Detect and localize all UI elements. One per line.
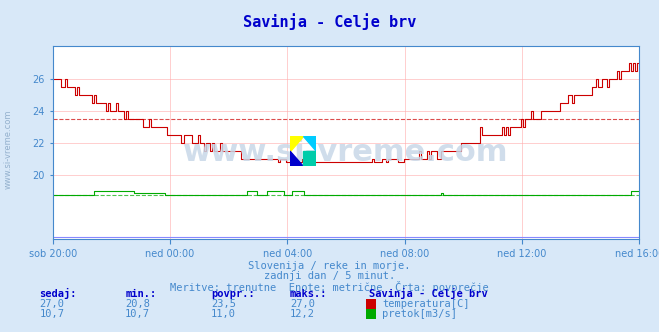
Text: Slovenija / reke in morje.: Slovenija / reke in morje.: [248, 261, 411, 271]
Text: 10,7: 10,7: [40, 309, 65, 319]
Text: zadnji dan / 5 minut.: zadnji dan / 5 minut.: [264, 271, 395, 281]
Text: Savinja - Celje brv: Savinja - Celje brv: [369, 288, 488, 299]
Text: www.si-vreme.com: www.si-vreme.com: [3, 110, 13, 189]
Text: www.si-vreme.com: www.si-vreme.com: [183, 138, 509, 167]
Text: Meritve: trenutne  Enote: metrične  Črta: povprečje: Meritve: trenutne Enote: metrične Črta: …: [170, 281, 489, 292]
Polygon shape: [290, 136, 303, 151]
Text: povpr.:: povpr.:: [211, 289, 254, 299]
Text: 11,0: 11,0: [211, 309, 236, 319]
Text: 27,0: 27,0: [40, 299, 65, 309]
Text: temperatura[C]: temperatura[C]: [382, 299, 470, 309]
Text: 12,2: 12,2: [290, 309, 315, 319]
Text: 27,0: 27,0: [290, 299, 315, 309]
Text: pretok[m3/s]: pretok[m3/s]: [382, 309, 457, 319]
Polygon shape: [303, 151, 316, 166]
Polygon shape: [290, 151, 303, 166]
Text: sedaj:: sedaj:: [40, 288, 77, 299]
Text: 10,7: 10,7: [125, 309, 150, 319]
Text: maks.:: maks.:: [290, 289, 328, 299]
Text: 23,5: 23,5: [211, 299, 236, 309]
Polygon shape: [303, 136, 316, 151]
Text: min.:: min.:: [125, 289, 156, 299]
Text: Savinja - Celje brv: Savinja - Celje brv: [243, 13, 416, 30]
Text: 20,8: 20,8: [125, 299, 150, 309]
